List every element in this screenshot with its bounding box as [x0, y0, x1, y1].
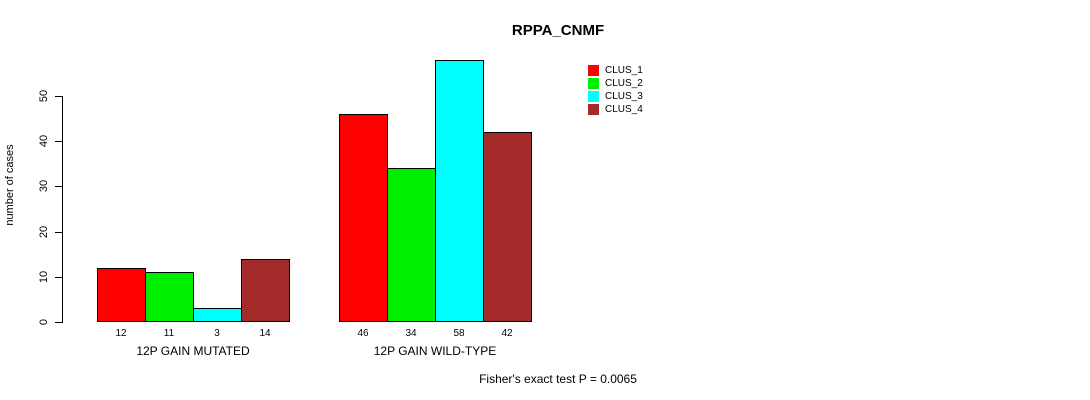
- legend: CLUS_1 CLUS_2 CLUS_3 CLUS_4: [588, 64, 643, 116]
- y-axis-label: number of cases: [4, 144, 16, 226]
- legend-label: CLUS_4: [605, 104, 643, 115]
- legend-item-clus_3: CLUS_3: [588, 90, 643, 103]
- bar-value-label: 58: [453, 328, 465, 339]
- legend-swatch-icon: [588, 104, 599, 115]
- y-tick-mark: [55, 96, 62, 97]
- legend-swatch-icon: [588, 65, 599, 76]
- y-axis-line: [62, 96, 63, 323]
- y-tick-label: 20: [38, 225, 50, 239]
- bar-value-label: 34: [405, 328, 417, 339]
- y-tick-label: 10: [38, 270, 50, 284]
- category-label-group2: 12P GAIN WILD-TYPE: [373, 344, 497, 358]
- bar-clus_2-group1: [145, 272, 194, 322]
- bar-value-label: 46: [357, 328, 369, 339]
- legend-swatch-icon: [588, 91, 599, 102]
- bar-clus_2-group2: [387, 168, 436, 322]
- legend-swatch-icon: [588, 78, 599, 89]
- bar-clus_4-group1: [241, 259, 290, 322]
- legend-label: CLUS_2: [605, 78, 643, 89]
- bar-clus_3-group1: [193, 308, 242, 322]
- bar-value-label: 12: [115, 328, 127, 339]
- legend-item-clus_1: CLUS_1: [588, 64, 643, 77]
- bar-clus_4-group2: [483, 132, 532, 322]
- y-tick-mark: [55, 322, 62, 323]
- annotation-text: Fisher's exact test P = 0.0065: [479, 372, 637, 386]
- y-tick-label: 40: [38, 134, 50, 148]
- chart-title: RPPA_CNMF: [511, 22, 605, 39]
- legend-label: CLUS_1: [605, 65, 643, 76]
- bar-clus_1-group1: [97, 268, 146, 322]
- bar-value-label: 14: [259, 328, 271, 339]
- category-label-group1: 12P GAIN MUTATED: [136, 344, 250, 358]
- bar-clus_3-group2: [435, 60, 484, 322]
- y-tick-label: 30: [38, 179, 50, 193]
- bar-value-label: 11: [163, 328, 175, 339]
- y-tick-mark: [55, 186, 62, 187]
- bar-clus_1-group2: [339, 114, 388, 322]
- y-tick-mark: [55, 277, 62, 278]
- y-tick-label: 0: [38, 318, 50, 326]
- legend-item-clus_4: CLUS_4: [588, 103, 643, 116]
- bar-value-label: 3: [214, 328, 220, 339]
- y-tick-label: 50: [38, 89, 50, 103]
- legend-item-clus_2: CLUS_2: [588, 77, 643, 90]
- y-tick-mark: [55, 232, 62, 233]
- y-tick-mark: [55, 141, 62, 142]
- legend-label: CLUS_3: [605, 91, 643, 102]
- bar-value-label: 42: [501, 328, 513, 339]
